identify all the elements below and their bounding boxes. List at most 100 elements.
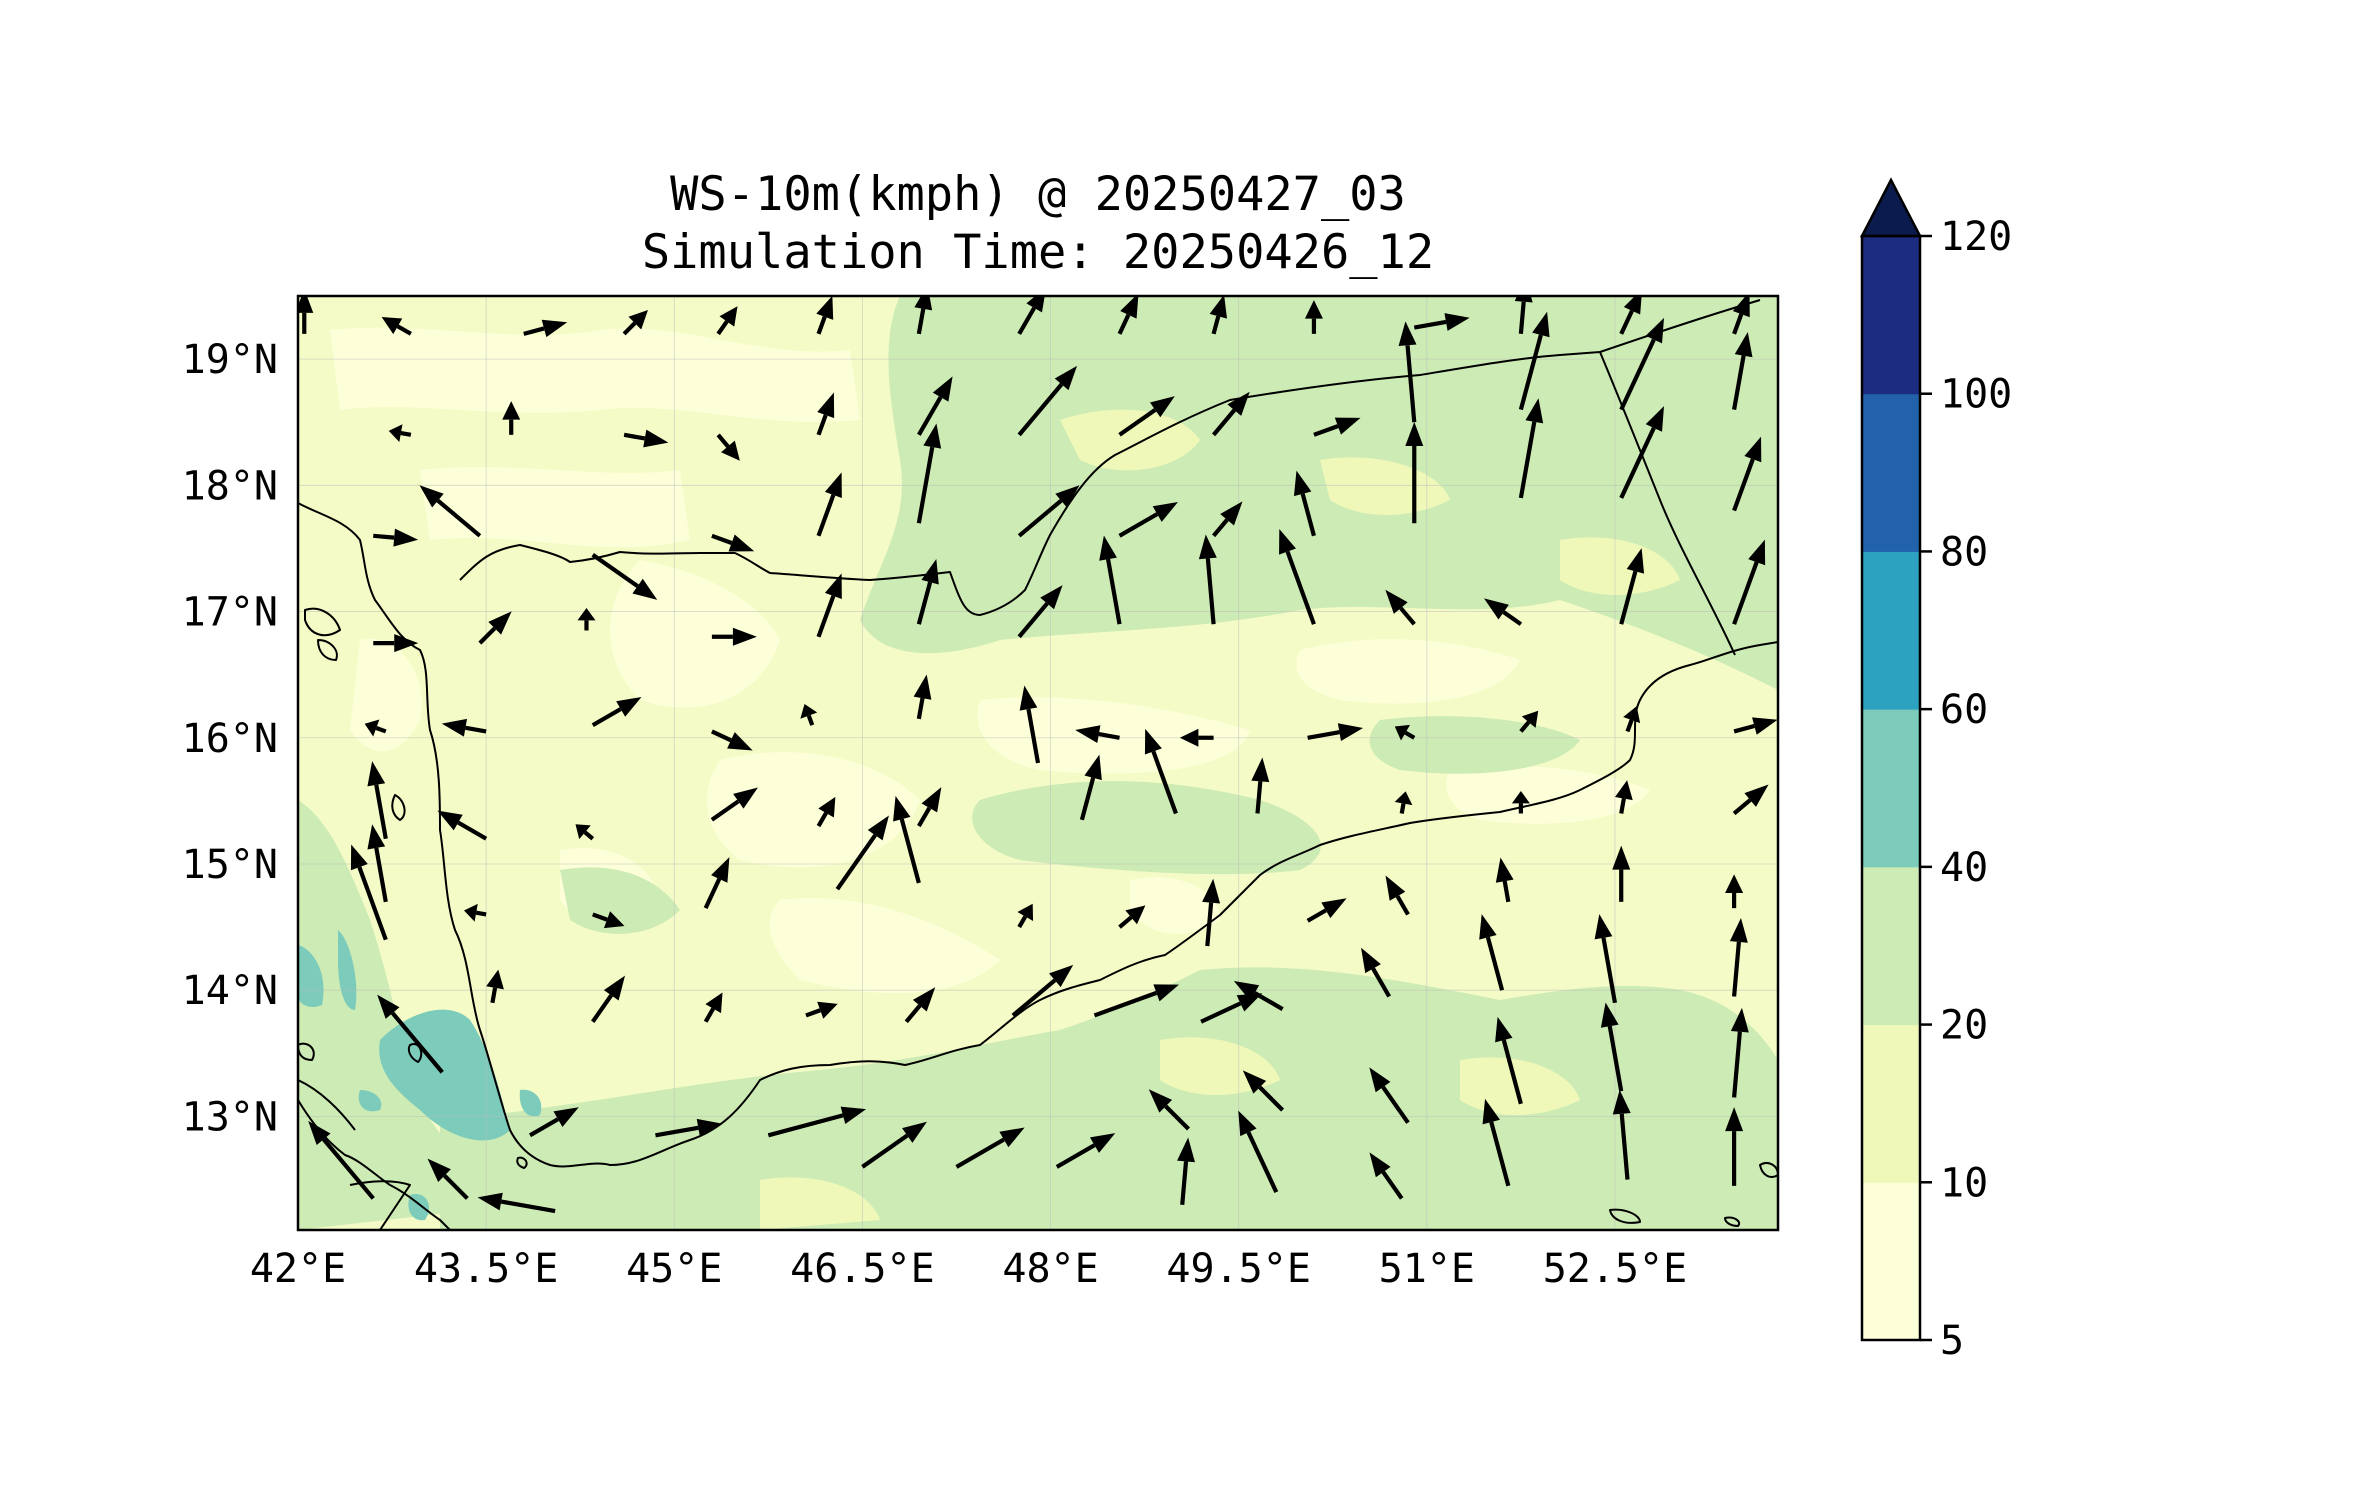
wind-vector-arrow — [1099, 535, 1122, 625]
lat-tick-label: 13°N — [182, 1094, 278, 1140]
colorbar-tick-label: 80 — [1940, 529, 1988, 575]
wind-vector-arrow — [1011, 964, 1074, 1018]
wind-vector-arrow — [1398, 321, 1417, 423]
wind-vector-arrow — [367, 824, 388, 903]
wind-vector-arrow — [710, 787, 758, 822]
wind-vector-arrow — [1479, 914, 1505, 991]
wind-vector-arrow — [298, 296, 314, 334]
wind-vector-arrow — [1293, 470, 1316, 537]
wind-vector-arrow — [1017, 365, 1078, 437]
wind-vector-arrow — [1614, 780, 1633, 814]
wind-vector-arrow — [1511, 790, 1530, 814]
africa-coast-secondary — [298, 1079, 356, 1131]
wind-vector-arrow — [1495, 857, 1514, 903]
lat-tick-label: 15°N — [182, 842, 278, 888]
wind-vector-arrow — [528, 1107, 579, 1138]
wind-vector-arrow — [816, 573, 842, 638]
wind-vector-arrow — [591, 553, 658, 600]
lon-tick-label: 46.5°E — [790, 1246, 935, 1292]
wind-vector-arrow — [437, 810, 488, 841]
wind-vector-arrow — [711, 729, 753, 751]
wind-vector-arrow — [711, 627, 757, 646]
wind-vector-arrow — [1117, 296, 1139, 335]
wind-speed-mid-patches — [298, 296, 1778, 1230]
wind-vector-arrow — [1017, 296, 1045, 335]
wind-vector-arrow — [1279, 529, 1316, 625]
wind-vector-arrow — [1732, 332, 1753, 410]
wind-vector-arrow — [364, 719, 387, 737]
wind-vector-arrow — [1729, 918, 1748, 997]
wind-vector-arrow — [1623, 706, 1641, 733]
wind-vector-arrow — [1079, 754, 1102, 821]
wind-vector-arrow — [816, 472, 842, 537]
wind-vector-arrow — [816, 392, 835, 436]
wind-vector-arrow — [1118, 396, 1175, 437]
wind-vector-arrow — [591, 975, 626, 1023]
map-panel: 19°N18°N17°N16°N15°N14°N13°N 42°E 43.5°E 4… — [182, 294, 1780, 1292]
colorbar-segment — [1862, 709, 1920, 868]
map-title-line-2: Simulation Time: 20250426_12 — [642, 225, 1434, 280]
colorbar-segment — [1862, 1182, 1920, 1341]
wind-vector-arrow — [816, 296, 834, 335]
wind-vector-arrow — [1732, 539, 1766, 625]
wind-vector-arrow — [703, 857, 730, 910]
wind-vector-arrow — [1369, 1067, 1410, 1124]
longitude-tick-labels: 42°E 43.5°E 45°E 46.5°E 48°E 49.5°E 51°E 52.5°E — [250, 1246, 1687, 1292]
lat-tick-label: 18°N — [182, 463, 278, 509]
wind-vector-arrow — [1211, 501, 1243, 538]
colorbar-tick-label: 100 — [1940, 372, 2012, 418]
wind-vector-arrow — [478, 611, 512, 645]
wind-vector-arrow — [577, 607, 596, 631]
wind-vector-arrow — [655, 1118, 722, 1138]
wind-vector-arrow — [419, 485, 482, 538]
wind-vector-arrow — [1612, 1089, 1631, 1180]
map-title-line-1: WS-10m(kmph) @ 20250427_03 — [670, 167, 1406, 222]
lon-tick-label: 49.5°E — [1166, 1246, 1311, 1292]
dahlak-archipelago — [298, 1042, 315, 1061]
wind-vector-arrow — [1518, 398, 1544, 499]
lon-tick-label: 43.5°E — [414, 1246, 559, 1292]
wind-vector-arrow — [711, 533, 755, 552]
colorbar-segment — [1862, 551, 1920, 710]
wind-vector-arrow — [1238, 1110, 1279, 1194]
wind-vector-arrow — [1619, 317, 1665, 411]
wind-vector-arrow — [916, 558, 939, 625]
wind-vector-arrow — [716, 306, 738, 336]
wind-vector-arrow — [592, 911, 625, 929]
eastern-islets — [1609, 1208, 1641, 1224]
wind-vector-arrow — [716, 433, 740, 461]
colorbar-tick-label: 120 — [1940, 214, 2012, 260]
lon-tick-label: 51°E — [1379, 1246, 1475, 1292]
wind-vector-arrow — [388, 424, 412, 442]
wind-vector-arrow — [1202, 878, 1221, 947]
wind-vector-arrow — [1594, 914, 1618, 1004]
yemen-saudi-border — [459, 299, 1761, 616]
wind-vector-arrow — [1732, 436, 1762, 512]
wind-vector-arrow — [1017, 485, 1080, 538]
wind-vector-arrow — [1118, 905, 1146, 929]
wind-vector-arrow — [955, 1127, 1025, 1169]
wind-vector-arrow — [623, 429, 669, 448]
lat-tick-label: 17°N — [182, 590, 278, 636]
lon-tick-label: 52.5°E — [1543, 1246, 1688, 1292]
map-frame — [296, 294, 1780, 1232]
wind-vector-arrow — [1495, 1016, 1523, 1105]
wind-vector-arrow — [1200, 993, 1263, 1024]
wind-vector-arrow — [1148, 1089, 1190, 1131]
wind-vector-arrow — [427, 1158, 469, 1200]
wind-vector-arrow — [1075, 725, 1120, 743]
wind-vector-arrow — [622, 310, 648, 336]
wind-vector-arrow — [1144, 728, 1178, 815]
wind-vector-arrow — [835, 815, 889, 891]
wind-vector-arrow — [1017, 903, 1034, 929]
wind-vector-arrow — [1732, 296, 1750, 335]
wind-vector-arrow — [1369, 1152, 1404, 1200]
wind-vector-arrow — [1242, 1070, 1285, 1112]
colorbar-tick-label: 40 — [1940, 845, 1988, 891]
colorbar-extend-max-triangle — [1859, 177, 1923, 238]
wind-vector-arrow — [486, 969, 504, 1004]
colorbar-segment — [1862, 866, 1920, 1026]
eritrea-coast-segment — [349, 1180, 411, 1230]
wind-vector-arrow — [575, 824, 595, 841]
